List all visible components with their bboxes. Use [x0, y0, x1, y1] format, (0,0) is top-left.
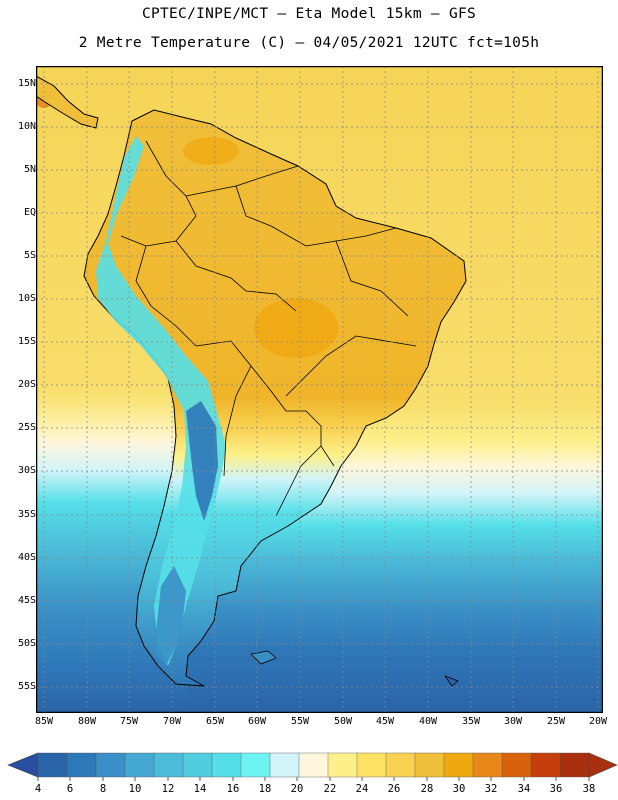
chart-title-line2: 2 Metre Temperature (C) — 04/05/2021 12U… — [78, 35, 540, 51]
lon-label-60w: 60W — [247, 716, 267, 727]
colorbar-cell — [472, 752, 503, 778]
lon-label-20w: 20W — [588, 716, 608, 727]
colorbar-cell — [327, 752, 358, 778]
colorbar-label: 12 — [161, 783, 175, 795]
colorbar-label: 26 — [387, 783, 401, 795]
colorbar-label: 34 — [517, 783, 531, 795]
lon-label-45w: 45W — [375, 716, 395, 727]
colorbar-cell — [37, 752, 68, 778]
lon-label-80w: 80W — [77, 716, 97, 727]
colorbar — [7, 752, 618, 781]
colorbar-label: 18 — [258, 783, 272, 795]
lon-label-30w: 30W — [503, 716, 523, 727]
colorbar-label: 6 — [66, 783, 74, 795]
lon-label-55w: 55W — [290, 716, 310, 727]
lat-label-5n: 5N — [23, 164, 36, 175]
colorbar-cell — [182, 752, 213, 778]
colorbar-over-arrow — [588, 752, 618, 778]
colorbar-label: 16 — [226, 783, 240, 795]
colorbar-cell — [414, 752, 445, 778]
chart-title-line1: CPTEC/INPE/MCT — Eta Model 15km — GFS — [141, 6, 477, 22]
lat-label-40s: 40S — [17, 552, 36, 563]
colorbar-label: 22 — [323, 783, 337, 795]
colorbar-cell — [356, 752, 387, 778]
lat-label-10s: 10S — [17, 293, 36, 304]
lat-label-20s: 20S — [17, 379, 36, 390]
lat-label-45s: 45S — [17, 595, 36, 606]
colorbar-label: 20 — [290, 783, 304, 795]
temperature-map — [36, 66, 603, 713]
colorbar-ticks — [37, 777, 590, 781]
colorbar-cell — [240, 752, 271, 778]
map-frame — [36, 66, 603, 713]
lon-label-75w: 75W — [119, 716, 139, 727]
lon-label-85w: 85W — [34, 716, 54, 727]
lat-label-15n: 15N — [17, 78, 36, 89]
lat-label-5s: 5S — [23, 250, 36, 261]
colorbar-cell — [95, 752, 126, 778]
lon-label-25w: 25W — [546, 716, 566, 727]
colorbar-under-arrow — [7, 752, 39, 778]
central-brazil-hot-spot — [254, 298, 338, 358]
andes-coldest-core — [186, 401, 218, 521]
lat-label-25s: 25S — [17, 422, 36, 433]
lat-label-55s: 55S — [17, 681, 36, 692]
lat-label-50s: 50S — [17, 638, 36, 649]
colorbar-cell — [385, 752, 416, 778]
colorbar-label: 4 — [34, 783, 42, 795]
lon-label-40w: 40W — [418, 716, 438, 727]
colorbar-cell — [153, 752, 184, 778]
colorbar-cell — [124, 752, 155, 778]
lat-label-35s: 35S — [17, 509, 36, 520]
patagonia-cold-band — [154, 566, 186, 666]
colorbar-label: 30 — [452, 783, 466, 795]
colorbar-label: 24 — [355, 783, 369, 795]
colorbar-cell — [501, 752, 532, 778]
colorbar-cell — [443, 752, 474, 778]
lat-label-15s: 15S — [17, 336, 36, 347]
venezuela-hot-spot — [183, 137, 239, 165]
falkland-islands — [250, 650, 277, 665]
colorbar-cell — [559, 752, 590, 778]
colorbar-cells — [37, 752, 590, 778]
colorbar-cell — [211, 752, 242, 778]
lon-label-65w: 65W — [205, 716, 225, 727]
colorbar-label: 14 — [193, 783, 207, 795]
country-borders — [120, 140, 417, 517]
colorbar-cell — [298, 752, 329, 778]
lon-label-50w: 50W — [333, 716, 353, 727]
lat-label-10n: 10N — [17, 121, 36, 132]
andes-cold-band — [96, 136, 226, 666]
colorbar-cell — [66, 752, 97, 778]
south-georgia-island — [443, 675, 459, 687]
colorbar-label: 8 — [99, 783, 107, 795]
colorbar-label: 10 — [128, 783, 142, 795]
colorbar-label: 36 — [549, 783, 563, 795]
colorbar-cell — [530, 752, 561, 778]
colorbar-label: 38 — [582, 783, 596, 795]
colorbar-cell — [269, 752, 300, 778]
colorbar-label: 32 — [484, 783, 498, 795]
lat-label-30s: 30S — [17, 465, 36, 476]
colorbar-label: 28 — [420, 783, 434, 795]
lat-label-eq: EQ — [23, 207, 36, 218]
lon-label-35w: 35W — [461, 716, 481, 727]
lon-label-70w: 70W — [162, 716, 182, 727]
